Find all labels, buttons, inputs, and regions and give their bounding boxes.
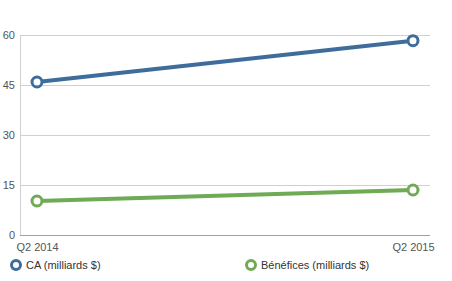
y-tick-label: 15: [3, 179, 15, 191]
point-marker: [32, 77, 42, 87]
plot-area: [32, 36, 418, 206]
y-tick-label: 45: [3, 79, 15, 91]
grid-line: [20, 135, 430, 136]
y-axis: 0 15 30 45 60: [3, 29, 430, 241]
legend-item: CA (milliards $): [12, 259, 101, 271]
y-tick-label: 60: [3, 29, 15, 41]
legend-symbol: [247, 261, 256, 270]
legend-symbol: [12, 261, 21, 270]
y-tick: 45: [3, 79, 430, 91]
x-axis-line: [38, 235, 414, 236]
x-axis: Q2 2014 Q2 2015: [16, 236, 434, 253]
point-marker: [408, 36, 418, 46]
legend-label: CA (milliards $): [26, 259, 101, 271]
grid-line: [20, 235, 430, 236]
series-line: [37, 41, 413, 82]
y-tick: 60: [3, 29, 430, 41]
y-tick: 0: [9, 229, 430, 241]
x-tick-label: Q2 2015: [392, 241, 434, 253]
x-tick: Q2 2015: [392, 241, 434, 253]
legend-label: Bénéfices (milliards $): [261, 259, 369, 271]
grid-line: [20, 35, 430, 36]
x-tick-label: Q2 2014: [16, 241, 58, 253]
x-tick: Q2 2014: [16, 241, 58, 253]
point-marker: [32, 196, 42, 206]
chart: 0 15 30 45 60 Q2 2014 Q2 2015 CA (milliards $) B…: [0, 0, 452, 281]
y-tick-label: 30: [3, 129, 15, 141]
legend: CA (milliards $) Bénéfices (milliards $): [12, 259, 370, 271]
grid-line: [20, 85, 430, 86]
y-axis-line: [21, 36, 431, 236]
point-marker: [408, 185, 418, 195]
series-line: [37, 190, 413, 201]
legend-item: Bénéfices (milliards $): [247, 259, 370, 271]
y-tick: 15: [3, 179, 430, 191]
y-tick: 30: [3, 129, 430, 141]
y-tick-label: 0: [9, 229, 15, 241]
grid-line: [20, 185, 430, 186]
